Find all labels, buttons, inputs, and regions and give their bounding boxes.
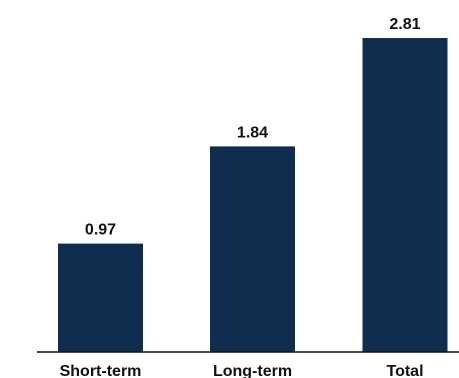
value-label-short-term: 0.97 bbox=[85, 222, 116, 239]
bar-long-term bbox=[210, 146, 295, 352]
value-labels-layer: 0.97 1.84 2.81 bbox=[85, 16, 421, 239]
bars-layer bbox=[58, 38, 448, 352]
bar-short-term bbox=[58, 243, 143, 352]
category-label-short-term: Short-term bbox=[60, 363, 142, 378]
bar-total bbox=[362, 38, 448, 352]
category-label-total: Total bbox=[386, 363, 423, 378]
category-label-long-term: Long-term bbox=[213, 363, 292, 378]
value-label-total: 2.81 bbox=[389, 16, 420, 33]
category-labels-layer: Short-term Long-term Total bbox=[60, 363, 424, 378]
value-label-long-term: 1.84 bbox=[237, 124, 268, 141]
